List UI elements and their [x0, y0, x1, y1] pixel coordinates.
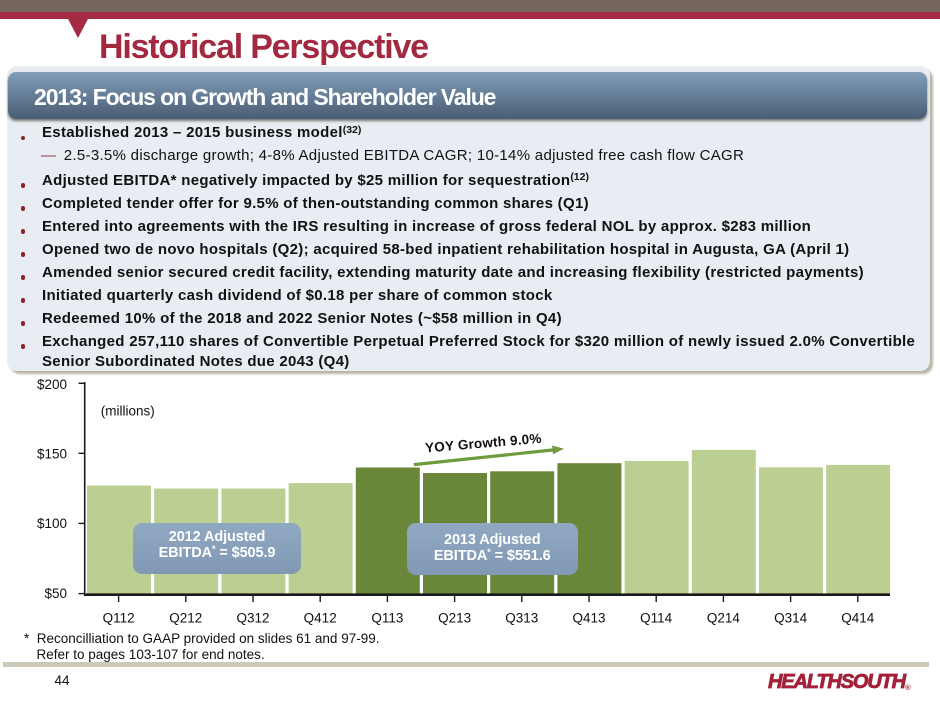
svg-text:$200: $200 [37, 377, 67, 392]
svg-text:Q412: Q412 [304, 610, 337, 625]
svg-text:Q312: Q312 [236, 610, 269, 625]
svg-text:$50: $50 [44, 586, 67, 601]
svg-text:$150: $150 [37, 446, 67, 461]
svg-text:Q114: Q114 [640, 610, 673, 625]
svg-text:Q113: Q113 [371, 610, 403, 625]
svg-text:(millions): (millions) [101, 403, 155, 418]
svg-text:Q413: Q413 [572, 610, 605, 625]
svg-text:Q112: Q112 [103, 610, 135, 625]
svg-text:Q414: Q414 [841, 610, 875, 625]
svg-text:Q213: Q213 [438, 610, 471, 625]
svg-text:Q314: Q314 [774, 610, 808, 625]
svg-text:$100: $100 [37, 516, 67, 531]
svg-text:Q212: Q212 [169, 610, 202, 625]
svg-text:Q214: Q214 [707, 610, 741, 625]
svg-text:Q313: Q313 [505, 610, 538, 625]
